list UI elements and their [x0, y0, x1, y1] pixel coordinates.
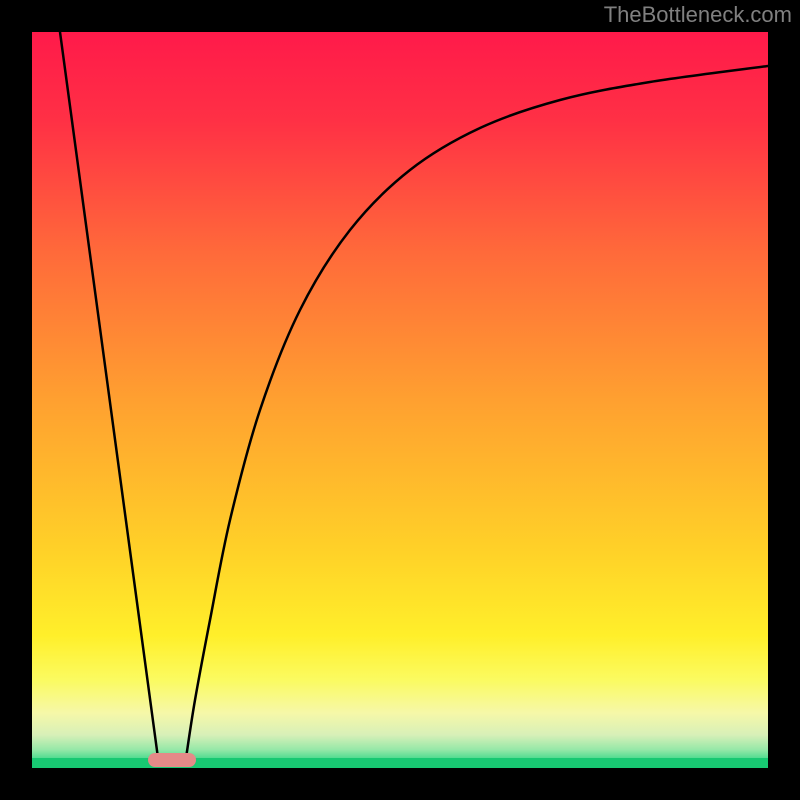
- chart-container: TheBottleneck.com: [0, 0, 800, 800]
- frame-left: [0, 0, 32, 800]
- gradient-background: [32, 32, 768, 768]
- watermark-text: TheBottleneck.com: [604, 2, 792, 28]
- frame-bottom: [0, 768, 800, 800]
- green-bottom-strip: [32, 758, 768, 768]
- frame-right: [768, 0, 800, 800]
